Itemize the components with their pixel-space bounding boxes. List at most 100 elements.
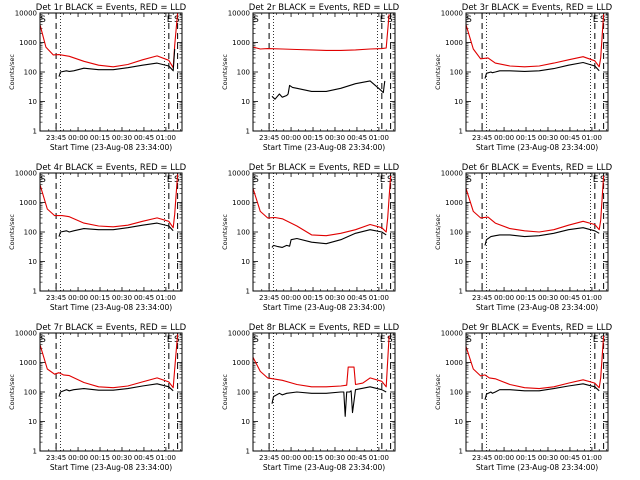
x-tick-label: 00:00 bbox=[494, 134, 514, 142]
y-tick-label: 100 bbox=[450, 69, 463, 77]
x-axis-label: Start Time (23-Aug-08 23:34:00) bbox=[263, 463, 385, 472]
series-line-events bbox=[271, 80, 386, 100]
x-tick-label: 00:45 bbox=[347, 454, 367, 462]
plot-frame bbox=[465, 12, 609, 132]
x-tick-label: 00:15 bbox=[516, 294, 536, 302]
x-tick-label: 00:15 bbox=[303, 134, 323, 142]
panel-det-3: Det 3r BLACK = Events, RED = LLD Counts/s… bbox=[434, 3, 613, 152]
series-line-events bbox=[271, 229, 387, 248]
x-tick-label: 00:15 bbox=[303, 454, 323, 462]
marker-letter: S bbox=[387, 15, 393, 25]
x-tick-label: 00:30 bbox=[538, 454, 558, 462]
series-line-events bbox=[484, 227, 600, 246]
panel-det-5: Det 5r BLACK = Events, RED = LLD Counts/s… bbox=[221, 163, 400, 312]
panel-det-9: Det 9r BLACK = Events, RED = LLD Counts/s… bbox=[434, 323, 613, 472]
x-tick-label: 00:15 bbox=[90, 294, 110, 302]
x-tick-label: 01:00 bbox=[156, 134, 176, 142]
x-tick-label: 00:30 bbox=[538, 134, 558, 142]
y-tick-label: 100 bbox=[237, 69, 250, 77]
series-line-lld bbox=[39, 12, 179, 69]
marker-letter: S bbox=[466, 175, 472, 185]
series-line-events bbox=[484, 61, 600, 79]
x-axis-label: Start Time (23-Aug-08 23:34:00) bbox=[50, 143, 172, 152]
y-tick-label: 10 bbox=[454, 258, 463, 266]
panel-det-4: Det 4r BLACK = Events, RED = LLD Counts/s… bbox=[8, 163, 187, 312]
marker-letter: E bbox=[167, 175, 173, 185]
y-tick-label: 100 bbox=[24, 229, 37, 237]
y-tick-label: 1 bbox=[33, 448, 37, 456]
y-axis-label: Counts/sec bbox=[221, 374, 229, 410]
x-tick-label: 01:00 bbox=[369, 294, 389, 302]
x-tick-label: 00:30 bbox=[112, 454, 132, 462]
marker-letter: S bbox=[253, 15, 259, 25]
y-tick-label: 10 bbox=[28, 98, 37, 106]
y-tick-label: 1 bbox=[33, 288, 37, 296]
x-tick-label: 23:45 bbox=[259, 134, 279, 142]
x-tick-label: 00:45 bbox=[134, 454, 154, 462]
x-tick-label: 01:00 bbox=[582, 454, 602, 462]
y-tick-label: 1 bbox=[459, 448, 463, 456]
y-axis-label: Counts/sec bbox=[434, 214, 442, 250]
y-tick-label: 10 bbox=[28, 418, 37, 426]
y-tick-label: 1000 bbox=[445, 39, 463, 47]
series-line-lld bbox=[252, 14, 390, 51]
y-tick-label: 10000 bbox=[15, 170, 37, 178]
x-tick-label: 00:30 bbox=[325, 134, 345, 142]
x-axis-label: Start Time (23-Aug-08 23:34:00) bbox=[50, 303, 172, 312]
series-line-events bbox=[484, 383, 600, 400]
marker-letter: S bbox=[40, 175, 46, 185]
series-line-events bbox=[58, 383, 174, 397]
series-line-lld bbox=[39, 174, 179, 229]
marker-letter: S bbox=[40, 15, 46, 25]
x-tick-label: 00:45 bbox=[347, 134, 367, 142]
marker-letter: E bbox=[593, 15, 599, 25]
marker-letter: E bbox=[167, 335, 173, 345]
x-tick-label: 23:45 bbox=[472, 294, 492, 302]
x-axis-label: Start Time (23-Aug-08 23:34:00) bbox=[263, 143, 385, 152]
y-tick-label: 1 bbox=[33, 128, 37, 136]
series-line-events bbox=[58, 48, 176, 77]
panel-title: Det 9r BLACK = Events, RED = LLD bbox=[462, 323, 613, 333]
marker-letter: S bbox=[387, 335, 393, 345]
x-tick-label: 01:00 bbox=[582, 294, 602, 302]
x-tick-label: 01:00 bbox=[369, 454, 389, 462]
y-axis-label: Counts/sec bbox=[221, 54, 229, 90]
series-line-lld bbox=[252, 335, 390, 388]
x-tick-label: 23:45 bbox=[472, 454, 492, 462]
y-tick-label: 1 bbox=[459, 128, 463, 136]
y-tick-label: 10000 bbox=[441, 10, 463, 18]
plot-frame bbox=[39, 12, 183, 132]
y-tick-label: 1000 bbox=[19, 199, 37, 207]
plot-frame bbox=[465, 332, 609, 452]
y-tick-label: 1000 bbox=[232, 199, 250, 207]
x-tick-label: 00:00 bbox=[68, 134, 88, 142]
x-tick-label: 00:45 bbox=[560, 134, 580, 142]
x-tick-label: 01:00 bbox=[156, 294, 176, 302]
plot-frame bbox=[252, 332, 396, 452]
x-tick-label: 00:45 bbox=[134, 134, 154, 142]
panel-title: Det 3r BLACK = Events, RED = LLD bbox=[462, 3, 613, 13]
series-line-events bbox=[58, 222, 174, 237]
plot-frame bbox=[252, 12, 396, 132]
series-line-events bbox=[271, 386, 387, 417]
panel-det-6: Det 6r BLACK = Events, RED = LLD Counts/s… bbox=[434, 163, 613, 312]
plot-frame bbox=[252, 172, 396, 292]
x-tick-label: 00:00 bbox=[494, 294, 514, 302]
y-axis-label: Counts/sec bbox=[434, 54, 442, 90]
x-tick-label: 23:45 bbox=[46, 454, 66, 462]
y-tick-label: 100 bbox=[24, 389, 37, 397]
x-tick-label: 00:00 bbox=[281, 294, 301, 302]
x-tick-label: 00:30 bbox=[112, 294, 132, 302]
y-tick-label: 1000 bbox=[445, 199, 463, 207]
y-tick-label: 1 bbox=[246, 288, 250, 296]
x-tick-label: 00:00 bbox=[68, 294, 88, 302]
x-axis-label: Start Time (23-Aug-08 23:34:00) bbox=[50, 463, 172, 472]
y-axis-label: Counts/sec bbox=[221, 214, 229, 250]
x-tick-label: 23:45 bbox=[46, 294, 66, 302]
y-axis-label: Counts/sec bbox=[8, 54, 16, 90]
marker-letter: S bbox=[253, 175, 259, 185]
plot-frame bbox=[39, 332, 183, 452]
x-tick-label: 00:15 bbox=[303, 294, 323, 302]
series-line-lld bbox=[252, 175, 392, 237]
marker-letter: E bbox=[380, 15, 386, 25]
